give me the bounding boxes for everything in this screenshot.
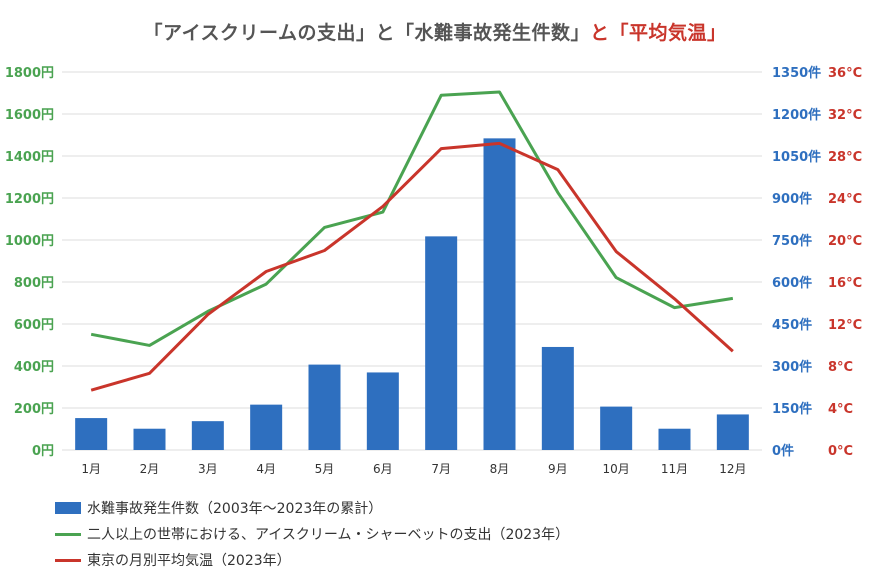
tick-label-left: 800円 [14,276,54,291]
tick-label-right2: 8°C [828,360,853,375]
legend-item-green: 二人以上の世帯における、アイスクリーム・シャーベットの支出（2023年） [55,524,569,544]
bar-4月 [250,404,283,450]
tick-label-right1: 600件 [772,275,812,291]
legend-swatch [55,502,81,514]
legend-swatch [55,558,81,562]
tick-label-right2: 16°C [828,276,862,291]
tick-label-right2: 28°C [828,150,862,165]
tick-label-right2: 32°C [828,108,862,123]
tick-label-left: 600円 [14,318,54,333]
tick-label-right1: 1350件 [772,65,821,81]
x-tick-label: 4月 [256,462,276,476]
tick-label-right1: 150件 [772,401,812,417]
tick-label-left: 1000円 [5,234,54,249]
tick-label-left: 400円 [14,360,54,375]
tick-label-right1: 750件 [772,233,812,249]
bar-1月 [75,418,108,450]
bar-8月 [483,138,516,451]
line-series-1 [90,90,734,347]
bar-7月 [425,236,458,450]
tick-label-right1: 1200件 [772,107,821,123]
tick-label-left: 200円 [14,402,54,417]
x-tick-label: 5月 [315,462,335,476]
bar-3月 [191,421,224,450]
line-series-2 [90,141,734,392]
tick-label-left: 1800円 [5,66,54,81]
bar-5月 [308,364,341,450]
tick-label-right1: 300件 [772,359,812,375]
x-tick-label: 10月 [603,462,630,476]
bar-11月 [658,428,691,450]
bar-6月 [366,372,399,450]
bar-12月 [716,414,749,450]
tick-label-right1: 900件 [772,191,812,207]
legend-label: 二人以上の世帯における、アイスクリーム・シャーベットの支出（2023年） [87,527,570,543]
tick-label-left: 1600円 [5,108,54,123]
x-tick-label: 12月 [719,462,746,476]
x-tick-label: 7月 [431,462,451,476]
legend-item-red: 東京の月別平均気温（2023年） [55,550,291,570]
x-tick-label: 3月 [198,462,218,476]
tick-label-right2: 36°C [828,66,862,81]
tick-label-right2: 24°C [828,192,862,207]
legend-label: 東京の月別平均気温（2023年） [87,553,291,569]
chart-title: 「アイスクリームの支出」と「水難事故発生件数」と「平均気温」 [0,18,870,45]
tick-label-right2: 0°C [828,444,853,459]
x-tick-label: 8月 [490,462,510,476]
bar-2月 [133,428,166,450]
x-tick-label: 9月 [548,462,568,476]
legend-label: 水難事故発生件数（2003年〜2023年の累計） [87,501,383,517]
tick-label-left: 0円 [32,444,54,459]
tick-label-right2: 12°C [828,318,862,333]
title-red: と「平均気温」 [589,22,727,44]
legend-swatch [55,532,81,536]
tick-label-right1: 450件 [772,317,812,333]
bar-10月 [600,406,633,450]
tick-label-left: 1400円 [5,150,54,165]
tick-label-right2: 20°C [828,234,862,249]
bar-9月 [541,346,574,450]
x-tick-label: 2月 [140,462,160,476]
tick-label-left: 1200円 [5,192,54,207]
tick-label-right1: 0件 [772,443,794,459]
tick-label-right2: 4°C [828,402,853,417]
x-tick-label: 6月 [373,462,393,476]
x-tick-label: 11月 [661,462,688,476]
tick-label-right1: 1050件 [772,149,821,165]
title-main: 「アイスクリームの支出」と「水難事故発生件数」 [143,22,590,44]
x-tick-label: 1月 [81,462,101,476]
legend-item-bar: 水難事故発生件数（2003年〜2023年の累計） [55,498,382,518]
